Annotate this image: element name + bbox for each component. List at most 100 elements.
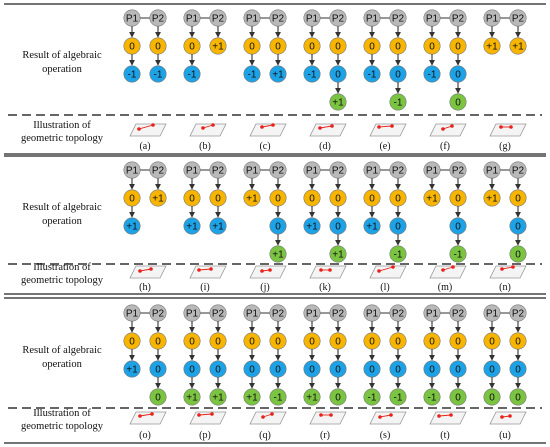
value-node: 0: [329, 65, 347, 83]
svg-text:0: 0: [395, 70, 401, 81]
case-j: P1 P2 +1 0 0 +1 (j): [243, 161, 287, 293]
svg-text:P2: P2: [512, 14, 525, 25]
plane-icon: [369, 265, 407, 279]
topology-point: [197, 413, 201, 417]
svg-text:0: 0: [335, 222, 341, 233]
point-node-p2: P2: [329, 304, 347, 322]
svg-text:+1: +1: [212, 42, 224, 53]
svg-text:P2: P2: [212, 309, 225, 320]
value-node: +1: [123, 360, 141, 378]
point-node-p2: P2: [269, 304, 287, 322]
case-tag: (b): [199, 141, 211, 152]
point-node-p2: P2: [329, 9, 347, 27]
point-node-p1: P1: [303, 304, 321, 322]
svg-text:0: 0: [335, 70, 341, 81]
topology-segment: [139, 413, 153, 417]
value-node: -1: [389, 388, 407, 406]
plane-icon: [189, 265, 227, 279]
svg-text:+1: +1: [126, 365, 138, 376]
point-node-p2: P2: [509, 161, 527, 179]
value-node: 0: [389, 37, 407, 55]
svg-text:-1: -1: [394, 393, 403, 404]
svg-text:P1: P1: [246, 309, 259, 320]
topology-segment: [261, 124, 274, 128]
value-node: 0: [449, 65, 467, 83]
value-node: 0: [243, 37, 261, 55]
svg-text:P1: P1: [366, 14, 379, 25]
case-b: P1 P2 0 -1 +1 (b): [183, 9, 227, 152]
svg-text:-1: -1: [308, 70, 317, 81]
svg-text:P2: P2: [392, 166, 405, 177]
svg-text:0: 0: [455, 222, 461, 233]
point-node-p2: P2: [389, 9, 407, 27]
case-m: P1 P2 +1 0 0 -1 (m): [423, 161, 467, 293]
value-node: +1: [209, 37, 227, 55]
plane-icon: [189, 123, 227, 137]
topology-segment: [319, 125, 333, 129]
svg-text:P1: P1: [246, 166, 259, 177]
topology-segment: [139, 268, 152, 272]
topology-point: [378, 415, 382, 419]
value-node: 0: [363, 189, 381, 207]
point-node-p1: P1: [363, 161, 381, 179]
case-k: P1 P2 0 +1 0 0 +1 (k): [303, 161, 347, 293]
value-node: +1: [483, 37, 501, 55]
svg-text:P1: P1: [186, 309, 199, 320]
case-f: P1 P2 0 -1 0 0 0 (f): [423, 9, 467, 152]
svg-text:P1: P1: [186, 166, 199, 177]
value-node: 0: [269, 37, 287, 55]
value-node: 0: [363, 360, 381, 378]
svg-text:P2: P2: [212, 166, 225, 177]
value-node: 0: [183, 332, 201, 350]
topology-point: [261, 415, 265, 419]
illustration-label-line2: geometric topology: [21, 421, 104, 432]
topology-point: [137, 127, 141, 131]
svg-text:0: 0: [275, 365, 281, 376]
svg-text:0: 0: [369, 365, 375, 376]
topology-point: [209, 267, 213, 271]
svg-text:0: 0: [395, 337, 401, 348]
point-node-p1: P1: [423, 161, 441, 179]
topology-segment: [198, 413, 213, 416]
topology-point: [150, 412, 154, 416]
value-node: +1: [483, 189, 501, 207]
value-node: -1: [303, 65, 321, 83]
svg-text:+1: +1: [332, 98, 344, 109]
topology-point: [319, 413, 323, 417]
case-tag: (e): [379, 141, 390, 152]
value-node: 0: [209, 360, 227, 378]
plane-icon: [369, 411, 407, 425]
value-node: 0: [483, 360, 501, 378]
value-node: 0: [363, 332, 381, 350]
point-node-p2: P2: [149, 9, 167, 27]
svg-text:P1: P1: [246, 14, 259, 25]
svg-text:+1: +1: [306, 222, 318, 233]
svg-text:0: 0: [189, 365, 195, 376]
topology-point: [201, 126, 205, 130]
value-node: +1: [123, 217, 141, 235]
svg-text:-1: -1: [188, 70, 197, 81]
point-node-p1: P1: [243, 304, 261, 322]
svg-text:0: 0: [515, 222, 521, 233]
svg-text:0: 0: [455, 42, 461, 53]
topology-point: [500, 415, 504, 419]
topology-point: [437, 414, 441, 418]
topology-point: [138, 269, 142, 273]
svg-text:P2: P2: [452, 14, 465, 25]
point-node-p1: P1: [243, 161, 261, 179]
case-tag: (f): [440, 141, 450, 152]
plane-icon: [129, 123, 167, 137]
case-i: P1 P2 0 +1 0 +1 (i): [183, 161, 227, 293]
svg-text:P1: P1: [486, 309, 499, 320]
value-node: +1: [209, 388, 227, 406]
value-node: 0: [363, 37, 381, 55]
svg-text:0: 0: [249, 337, 255, 348]
svg-text:0: 0: [515, 250, 521, 261]
topology-point: [260, 269, 264, 273]
svg-text:0: 0: [309, 42, 315, 53]
value-node: 0: [389, 65, 407, 83]
value-node: 0: [123, 37, 141, 55]
illustration-label-line1: Illustration of: [33, 262, 91, 273]
case-p: P1 P2 0 0 +1 0 0 +1 (p): [183, 304, 227, 441]
